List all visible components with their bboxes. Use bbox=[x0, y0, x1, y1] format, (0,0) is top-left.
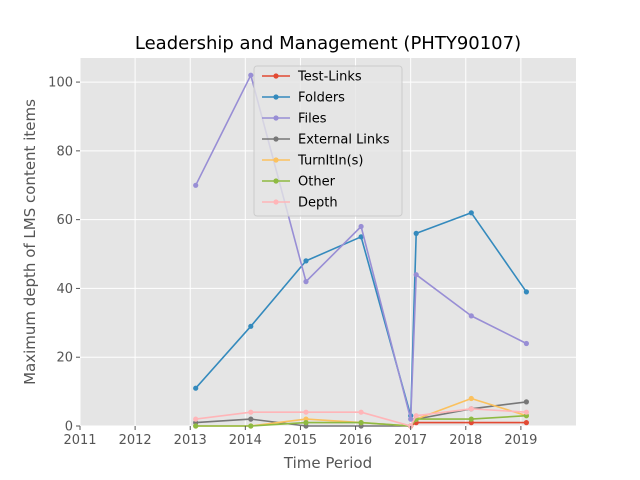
legend-label: Other bbox=[298, 175, 336, 190]
legend-entry: Test-Links bbox=[262, 70, 362, 85]
y-tick-label: 20 bbox=[56, 351, 73, 366]
legend-marker bbox=[273, 94, 279, 100]
data-point-external-links bbox=[248, 416, 254, 422]
legend-box bbox=[253, 65, 403, 217]
data-point-files bbox=[413, 272, 419, 278]
legend-marker bbox=[273, 73, 279, 79]
y-tick-label: 100 bbox=[48, 76, 73, 91]
legend-label: Depth bbox=[298, 196, 338, 211]
x-tick-label: 2018 bbox=[449, 433, 482, 448]
legend-entry: Depth bbox=[262, 196, 338, 211]
series-line-folders bbox=[195, 212, 528, 417]
x-tick-label: 2016 bbox=[339, 433, 372, 448]
series-layer bbox=[193, 72, 530, 429]
y-axis-label: Maximum depth of LMS content items bbox=[21, 99, 39, 385]
data-point-other bbox=[303, 420, 309, 426]
x-tick-label: 2011 bbox=[63, 433, 96, 448]
series-line-other bbox=[195, 414, 527, 427]
chart-title: Leadership and Management (PHTY90107) bbox=[135, 33, 521, 54]
y-tick-label: 0 bbox=[65, 420, 73, 435]
legend-entry: External Links bbox=[262, 133, 390, 148]
legend-entry: Other bbox=[262, 175, 336, 190]
data-point-external-links bbox=[523, 399, 530, 405]
legend-entry: Folders bbox=[262, 91, 345, 106]
data-point-test-links bbox=[523, 420, 530, 426]
legend-label: Test-Links bbox=[297, 70, 362, 85]
legend-marker bbox=[273, 178, 279, 184]
series-line-test-links bbox=[410, 421, 527, 427]
legend-label: TurnItIn(s) bbox=[297, 154, 363, 169]
x-axis-label: Time Period bbox=[283, 454, 372, 472]
legend-entry: TurnItIn(s) bbox=[262, 154, 363, 169]
legend-label: Folders bbox=[298, 91, 345, 106]
y-tick-label: 60 bbox=[56, 213, 73, 228]
data-point-other bbox=[358, 420, 364, 426]
x-tick-label: 2015 bbox=[284, 433, 317, 448]
y-tick-label: 80 bbox=[56, 144, 73, 159]
data-point-folders bbox=[248, 323, 254, 329]
x-tick-label: 2014 bbox=[229, 433, 262, 448]
data-point-depth bbox=[413, 413, 419, 419]
series-depth bbox=[193, 406, 530, 429]
data-point-files bbox=[248, 72, 254, 78]
data-point-depth bbox=[358, 409, 364, 415]
legend: Test-Links Folders Files External Links Turn… bbox=[253, 65, 403, 217]
data-point-other bbox=[248, 423, 254, 429]
data-point-files bbox=[408, 416, 414, 422]
x-tick-label: 2019 bbox=[504, 433, 537, 448]
data-point-folders bbox=[413, 230, 419, 236]
data-point-depth bbox=[248, 409, 254, 415]
y-tick-label: 40 bbox=[56, 282, 73, 297]
data-point-depth bbox=[468, 406, 474, 412]
legend-label: External Links bbox=[298, 133, 390, 148]
data-point-folders bbox=[303, 258, 309, 264]
legend-label: Files bbox=[298, 112, 327, 127]
data-point-depth bbox=[523, 409, 530, 415]
legend-marker bbox=[273, 115, 279, 121]
data-point-folders bbox=[358, 234, 364, 240]
legend-marker bbox=[273, 136, 279, 142]
data-point-other bbox=[468, 416, 474, 422]
data-point-folders bbox=[523, 289, 530, 295]
y-axis-ticks: 0 20 40 60 80 100 bbox=[48, 76, 80, 435]
data-point-folders bbox=[468, 210, 474, 216]
data-point-files bbox=[468, 313, 474, 319]
x-tick-label: 2013 bbox=[174, 433, 207, 448]
legend-marker bbox=[273, 157, 279, 163]
x-axis-ticks: 2011 2012 2013 2014 2015 2016 2017 2018 2019 bbox=[63, 426, 537, 448]
data-point-files bbox=[523, 340, 530, 347]
data-point-files bbox=[358, 223, 364, 230]
data-point-turnitin-s bbox=[468, 395, 474, 402]
data-point-folders bbox=[193, 385, 199, 391]
legend-marker bbox=[273, 199, 279, 205]
data-point-depth bbox=[193, 416, 199, 422]
x-tick-label: 2012 bbox=[119, 433, 152, 448]
data-point-files bbox=[303, 279, 309, 285]
data-point-files bbox=[193, 182, 199, 188]
legend-entry: Files bbox=[262, 112, 327, 127]
series-line-depth bbox=[195, 407, 527, 427]
data-point-other bbox=[193, 423, 199, 429]
x-tick-label: 2017 bbox=[394, 433, 427, 448]
data-point-depth bbox=[303, 409, 309, 415]
